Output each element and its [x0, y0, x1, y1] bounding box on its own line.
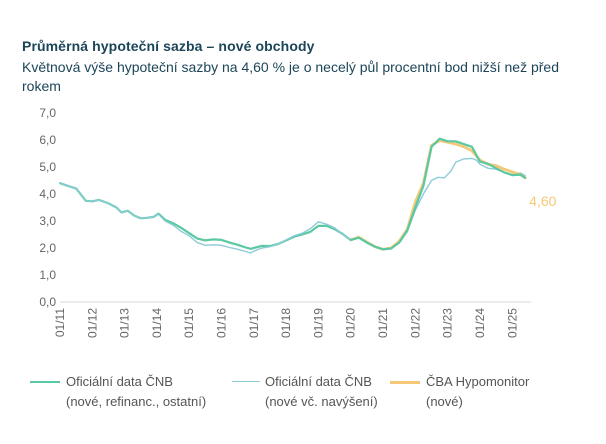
- y-tick-label: 0,0: [39, 295, 56, 309]
- y-tick-label: 4,0: [39, 187, 56, 201]
- x-tick-label: 01/13: [118, 308, 132, 338]
- legend-swatch-cnb-new: [232, 381, 260, 382]
- x-tick-label: 01/12: [85, 308, 99, 338]
- y-tick-label: 1,0: [39, 268, 56, 282]
- y-tick-label: 5,0: [39, 160, 56, 174]
- x-tick-label: 01/11: [53, 308, 67, 337]
- x-tick-label: 01/16: [215, 308, 229, 338]
- x-tick-label: 01/15: [182, 308, 196, 338]
- x-tick-label: 01/21: [376, 308, 390, 338]
- legend-label-cnb-new: Oficiální data ČNB (nové vč. navýšení): [265, 374, 378, 409]
- legend-swatch-cnb-total: [30, 381, 60, 383]
- x-tick-label: 01/22: [408, 308, 422, 338]
- chart-subtitle: Květnová výše hypoteční sazby na 4,60 % …: [22, 59, 559, 94]
- series-line-2: [349, 139, 527, 251]
- series-line-1: [59, 157, 526, 254]
- x-tick-label: 01/20: [344, 308, 358, 338]
- x-tick-label: 01/17: [247, 308, 261, 338]
- x-tick-label: 01/25: [505, 308, 519, 338]
- x-tick-label: 01/24: [473, 308, 487, 338]
- series-line-0: [58, 182, 352, 250]
- y-tick-label: 2,0: [39, 241, 56, 255]
- x-tick-label: 01/14: [150, 308, 164, 338]
- y-tick-label: 7,0: [39, 106, 56, 120]
- x-tick-label: 01/19: [311, 308, 325, 338]
- end-value-label: 4,60: [529, 193, 556, 209]
- y-tick-label: 3,0: [39, 214, 56, 228]
- legend-label-cnb-total: Oficiální data ČNB (nové, refinanc., ost…: [66, 374, 207, 409]
- legend-swatch-cba: [390, 381, 420, 384]
- x-tick-label: 01/23: [441, 308, 455, 338]
- series-line-3: [349, 137, 527, 251]
- chart-title: Průměrná hypoteční sazba – nové obchody: [22, 38, 315, 54]
- y-tick-label: 6,0: [39, 133, 56, 147]
- x-tick-label: 01/18: [279, 308, 293, 338]
- legend-label-cba: ČBA Hypomonitor (nové): [426, 374, 530, 409]
